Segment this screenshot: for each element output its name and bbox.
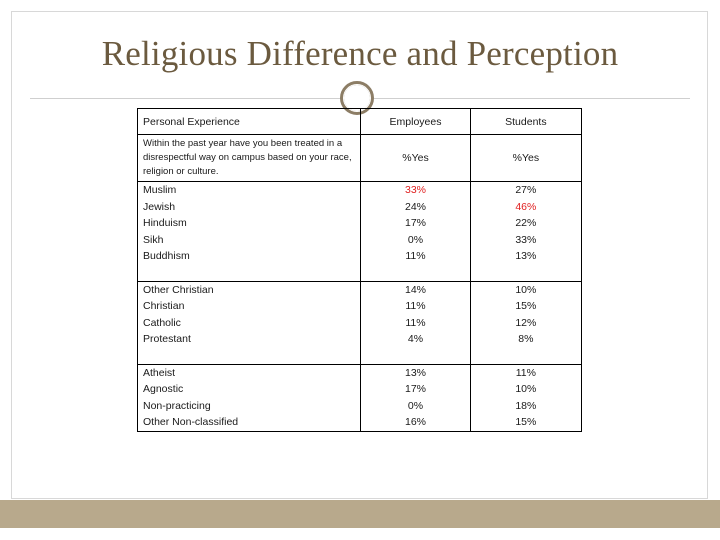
- footer-bar: [0, 500, 720, 528]
- table-row: Muslim 33% 27%: [137, 181, 582, 199]
- religion-label: Buddhism: [137, 248, 362, 265]
- separator-cell: [470, 347, 582, 365]
- religion-label: Catholic: [137, 314, 362, 331]
- religion-label: Non-practicing: [137, 397, 362, 414]
- header-employees: Employees: [360, 108, 471, 135]
- table-row: Sikh 0% 33%: [137, 231, 582, 248]
- group-body: Muslim 33% 27% Jewish 24% 46% Hinduism 17% 22% Si…: [137, 181, 582, 431]
- separator-cell: [470, 264, 582, 282]
- table-row: Jewish 24% 46%: [137, 198, 582, 215]
- question-students: %Yes: [470, 134, 582, 182]
- employees-value: 17%: [360, 381, 471, 398]
- table-row: Catholic 11% 12%: [137, 314, 582, 331]
- students-value: 18%: [515, 399, 537, 412]
- table-row: Buddhism 11% 13%: [137, 248, 582, 265]
- question-text: Within the past year have you been treat…: [137, 134, 362, 182]
- students-value: 27%: [515, 184, 537, 196]
- employees-value: 17%: [360, 215, 471, 232]
- employees-value: 16%: [360, 414, 471, 431]
- group-separator-row: [137, 264, 582, 282]
- header-personal-experience: Personal Experience: [137, 108, 362, 135]
- employees-value: 4%: [360, 331, 471, 348]
- table-row: Christian 11% 15%: [137, 298, 582, 315]
- students-value: 15%: [515, 416, 537, 428]
- religion-label: Hinduism: [137, 215, 362, 232]
- students-value: 12%: [515, 316, 537, 329]
- students-value: 15%: [515, 300, 537, 312]
- question-row: Within the past year have you been treat…: [137, 134, 582, 182]
- employees-value: 0%: [360, 397, 471, 414]
- results-table: Personal Experience Employees Students W…: [137, 108, 582, 432]
- religion-label: Atheist: [137, 364, 362, 381]
- table-row: Protestant 4% 8%: [137, 331, 582, 348]
- students-value: 10%: [515, 283, 537, 296]
- employees-value: 14%: [360, 281, 471, 298]
- employees-value: 11%: [360, 248, 471, 265]
- slide-frame: [11, 11, 708, 499]
- employees-value: 24%: [360, 198, 471, 215]
- religion-label: Sikh: [137, 231, 362, 248]
- religion-label: Agnostic: [137, 381, 362, 398]
- table-row: Atheist 13% 11%: [137, 364, 582, 381]
- table-row: Other Christian 14% 10%: [137, 281, 582, 298]
- religion-label: Jewish: [137, 198, 362, 215]
- employees-value: 33%: [360, 181, 471, 199]
- table-row: Agnostic 17% 10%: [137, 381, 582, 398]
- students-value: 33%: [515, 233, 537, 246]
- table-row: Other Non-classified 16% 15%: [137, 414, 582, 431]
- students-value: 11%: [515, 366, 536, 379]
- table-row: Non-practicing 0% 18%: [137, 397, 582, 414]
- religion-label: Other Non-classified: [137, 414, 362, 431]
- students-value: 46%: [515, 200, 537, 213]
- students-value: 22%: [515, 217, 537, 229]
- separator-cell: [360, 264, 471, 282]
- separator-cell: [360, 347, 471, 365]
- employees-value: 13%: [360, 364, 471, 381]
- table-header-row: Personal Experience Employees Students: [137, 108, 582, 135]
- separator-cell: [137, 347, 362, 365]
- religion-label: Protestant: [137, 331, 362, 348]
- question-employees: %Yes: [360, 134, 471, 182]
- religion-label: Other Christian: [137, 281, 362, 298]
- table-row: Hinduism 17% 22%: [137, 215, 582, 232]
- group-separator-row: [137, 347, 582, 365]
- header-students: Students: [470, 108, 582, 135]
- students-value: 13%: [515, 250, 537, 262]
- separator-cell: [137, 264, 362, 282]
- employees-value: 11%: [360, 314, 471, 331]
- religion-label: Muslim: [137, 181, 362, 199]
- employees-value: 11%: [360, 298, 471, 315]
- slide-title: Religious Difference and Perception: [101, 34, 619, 73]
- students-value: 8%: [518, 333, 534, 345]
- students-value: 10%: [515, 383, 537, 395]
- religion-label: Christian: [137, 298, 362, 315]
- employees-value: 0%: [360, 231, 471, 248]
